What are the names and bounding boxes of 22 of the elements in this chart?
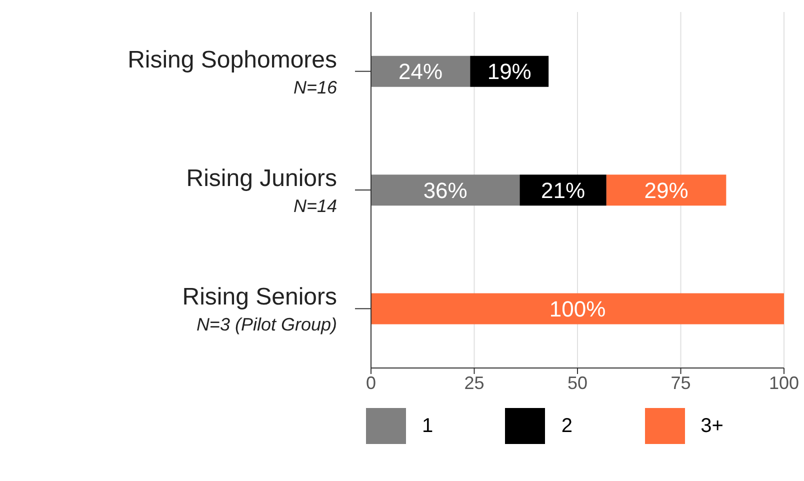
y-tick-label: Rising Seniors N=3 (Pilot Group) — [182, 284, 337, 335]
x-tick-label: 75 — [670, 372, 691, 393]
x-tick-label: 100 — [768, 372, 800, 393]
x-tick-label: 25 — [464, 372, 484, 393]
data-label: 29% — [644, 178, 688, 203]
bar — [371, 56, 470, 87]
y-tick-label: Rising Sophomores N=16 — [128, 46, 338, 98]
data-label: 21% — [541, 178, 586, 203]
legend-label: 2 — [561, 414, 572, 438]
data-label: 36% — [423, 178, 468, 203]
bar — [606, 174, 726, 206]
legend-label: 1 — [422, 414, 434, 438]
bar — [520, 174, 606, 206]
data-label: 19% — [487, 59, 532, 84]
x-tick-label: 50 — [567, 372, 588, 393]
bar — [371, 293, 784, 324]
data-label: 100% — [549, 296, 606, 322]
y-tick-label: Rising Juniors N=14 — [186, 165, 337, 216]
legend-label: 3+ — [700, 414, 724, 438]
data-label: 24% — [398, 59, 443, 84]
bar — [371, 174, 520, 206]
x-tick-label: 0 — [366, 372, 376, 393]
